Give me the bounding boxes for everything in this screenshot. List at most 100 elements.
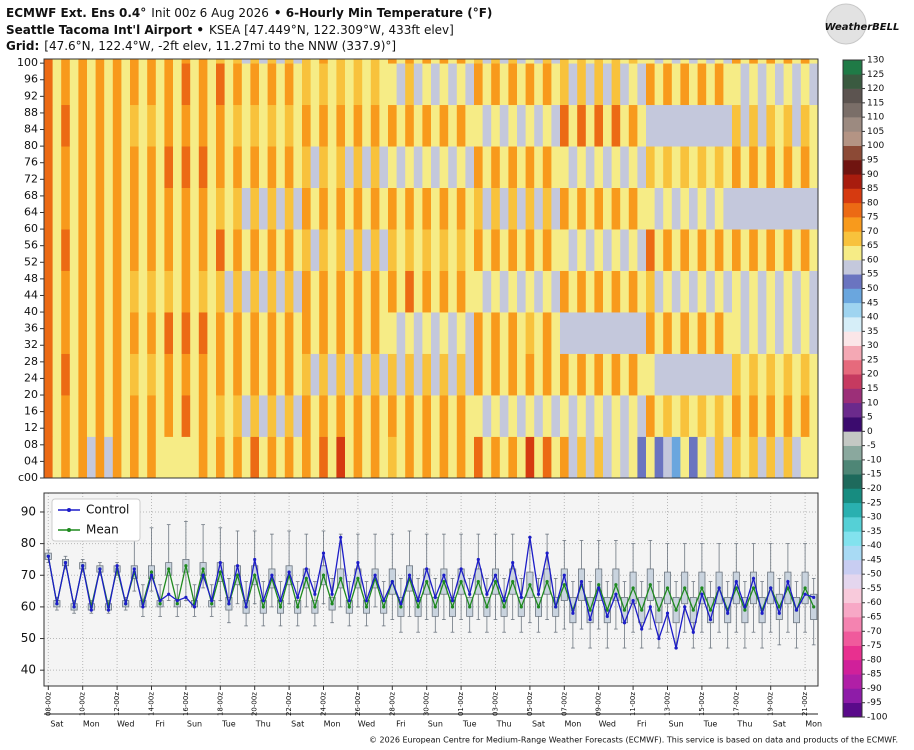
series-point <box>528 583 532 587</box>
heat-cell <box>276 59 286 64</box>
heat-cell <box>130 104 139 147</box>
series-point <box>450 598 455 603</box>
series-point <box>313 592 317 596</box>
heat-cell <box>259 395 268 437</box>
heat-cell <box>646 146 655 189</box>
heat-cell <box>611 59 621 64</box>
heat-cell <box>671 436 681 479</box>
heat-cell <box>508 104 518 147</box>
heat-cell <box>44 187 53 230</box>
heat-cell <box>620 63 630 106</box>
heat-cell <box>456 229 466 271</box>
heat-cell <box>534 270 544 313</box>
heat-cell <box>654 146 664 189</box>
day-label: Sat <box>532 720 545 729</box>
heat-cell <box>474 146 483 189</box>
heat-cell <box>190 312 200 354</box>
heat-cell <box>800 63 810 106</box>
heat-cell <box>233 104 243 147</box>
series-point <box>115 564 119 568</box>
series-point <box>218 570 222 574</box>
heat-cell <box>319 270 329 313</box>
series-point <box>485 592 489 596</box>
heat-cell <box>482 312 492 354</box>
heat-cell <box>456 312 466 354</box>
heat-cell <box>155 436 165 479</box>
heat-cell <box>207 63 217 106</box>
heat-cell <box>147 146 157 189</box>
heat-cell <box>327 63 337 106</box>
heat-cell <box>413 436 423 479</box>
heat-cell <box>345 270 354 313</box>
series-point <box>450 605 455 609</box>
colorbar-band <box>843 545 862 561</box>
heat-cell <box>336 312 346 354</box>
heat-cell <box>379 146 389 189</box>
heat-cell <box>800 312 810 354</box>
colorbar-band <box>843 417 862 432</box>
heat-cell <box>353 353 363 396</box>
series-point <box>184 595 188 600</box>
heat-cell <box>370 312 380 354</box>
heat-cell <box>542 59 552 64</box>
heat-cell <box>697 353 707 396</box>
heat-cell <box>138 270 148 313</box>
heat-cell <box>577 59 587 64</box>
heat-cell <box>353 229 363 271</box>
heat-cell <box>95 59 105 64</box>
heat-cell <box>319 59 329 64</box>
heat-cell <box>95 436 105 479</box>
heat-cell <box>775 63 784 106</box>
heat-cell <box>241 146 251 189</box>
heat-cell <box>577 395 587 437</box>
day-label: Mon <box>805 720 822 729</box>
title-part: Init 00z 6 Aug 2026 <box>151 6 269 20</box>
day-label: Fri <box>396 720 406 729</box>
heat-cell <box>439 146 449 189</box>
heat-cell <box>714 59 724 64</box>
x-tick-label: 09-00z <box>595 692 603 716</box>
heat-cell <box>766 270 776 313</box>
heat-cell <box>809 229 819 271</box>
x-tick-label: 05-00z <box>526 692 534 716</box>
heat-cell <box>465 104 475 147</box>
heat-cell <box>499 63 509 106</box>
heat-cell <box>61 63 71 106</box>
colorbar-tick-label: 125 <box>867 70 884 80</box>
heat-cell <box>663 312 673 354</box>
heat-cell <box>198 104 208 147</box>
x-tick-label: 12-00z <box>113 692 121 716</box>
series-point <box>640 627 644 631</box>
heat-cell <box>138 59 148 64</box>
series-point <box>485 605 489 609</box>
heat-cell <box>155 187 165 230</box>
colorbar-band <box>843 517 862 532</box>
colorbar-tick-label: 10 <box>867 398 879 408</box>
series-point <box>270 573 274 577</box>
colorbar-band <box>843 359 862 375</box>
heat-cell <box>671 312 681 354</box>
heat-cell <box>749 436 759 479</box>
heat-cell <box>800 187 810 230</box>
heat-cell <box>327 353 337 396</box>
heat-cell <box>577 104 587 147</box>
heat-cell <box>560 187 569 230</box>
heat-cell <box>310 146 320 189</box>
series-point <box>648 583 652 587</box>
heat-cell <box>585 146 595 189</box>
title-part: • 6-Hourly Min Temperature (°F) <box>274 6 492 20</box>
heat-cell <box>216 436 225 479</box>
heat-cell <box>293 104 303 147</box>
heatmap-cells <box>44 59 819 479</box>
heat-cell <box>534 146 544 189</box>
heat-cell <box>155 59 165 64</box>
heat-cell <box>499 104 509 147</box>
heat-cell <box>603 104 612 147</box>
colorbar-band <box>843 531 862 546</box>
y-tick-label: 80 <box>24 139 38 152</box>
y-tick-label: 04 <box>24 454 38 467</box>
heat-cell <box>379 59 389 64</box>
heat-cell <box>310 353 320 396</box>
heat-cell <box>646 395 655 437</box>
heat-cell <box>87 104 96 147</box>
